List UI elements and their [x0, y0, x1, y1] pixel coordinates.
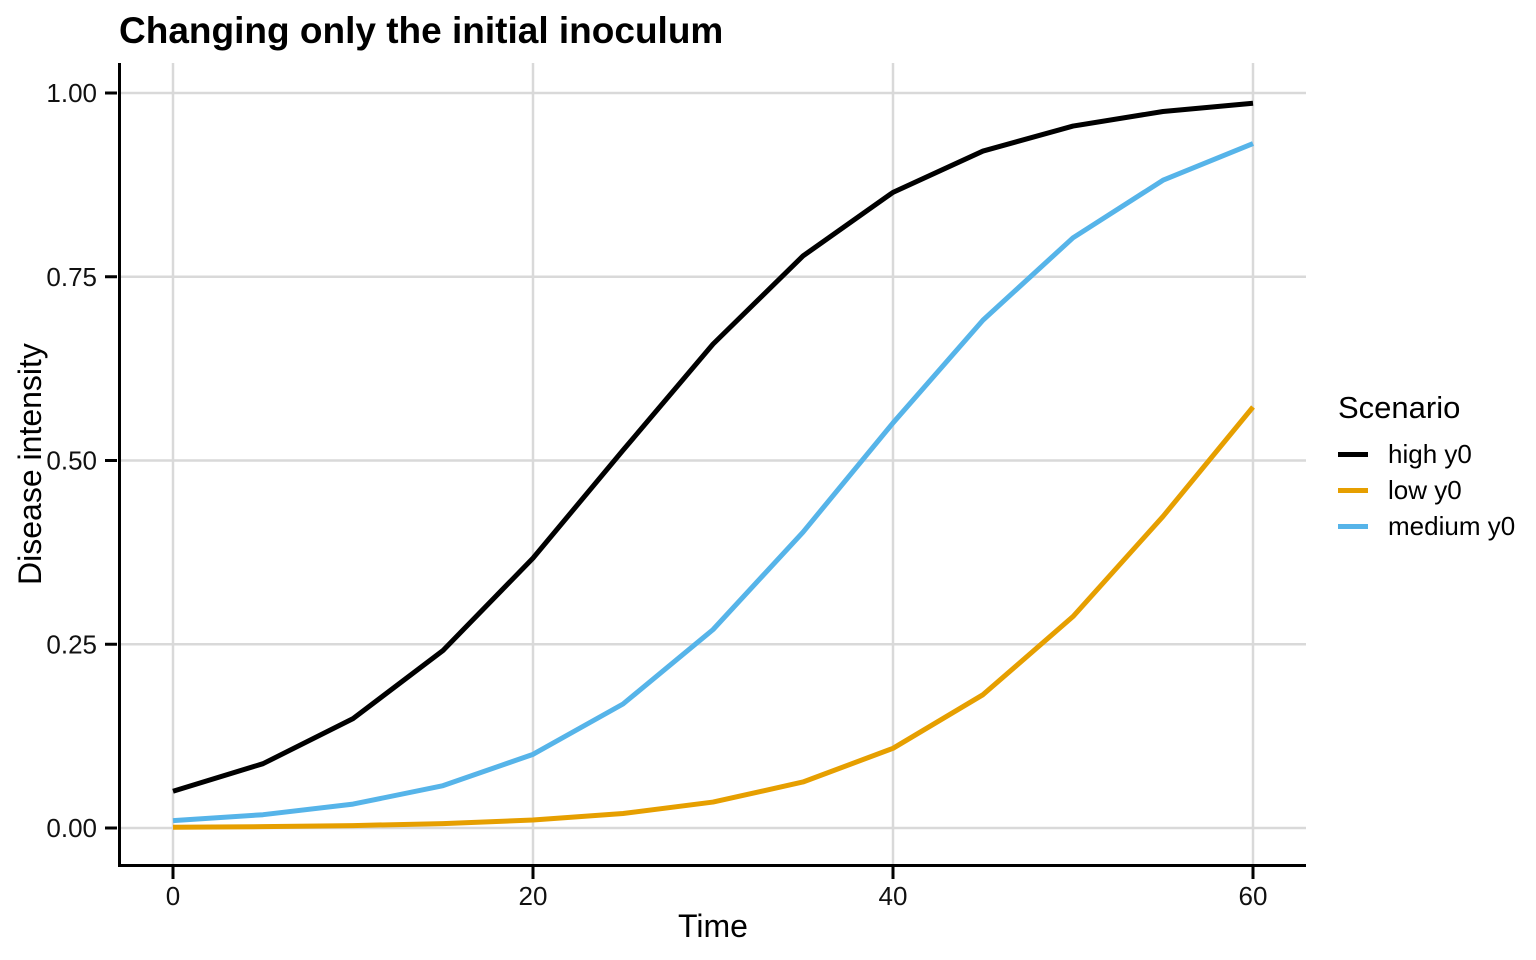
x-tick-label: 60	[1239, 881, 1268, 911]
chart-title: Changing only the initial inoculum	[119, 10, 724, 51]
legend-entry-label: medium y0	[1388, 510, 1516, 541]
legend-key-swatch	[1338, 451, 1368, 457]
y-tick-label: 0.75	[46, 262, 97, 292]
legend-entry-label: low y0	[1388, 474, 1462, 505]
series-line-high-y0	[172, 100, 1254, 794]
legend-title: Scenario	[1338, 390, 1461, 425]
legend-entry-label: high y0	[1388, 438, 1472, 469]
legend-entry: high y0	[1338, 436, 1515, 472]
y-axis-title: Disease intensity	[12, 343, 48, 585]
series-line-low-y0	[172, 405, 1255, 830]
legend: Scenario high y0 low y0 medium y0	[1338, 390, 1515, 544]
y-tick-label: 0.00	[46, 813, 97, 843]
x-tick-label: 40	[879, 881, 908, 911]
x-tick-label: 20	[519, 881, 548, 911]
x-axis-title: Time	[678, 908, 748, 944]
y-tick-label: 1.00	[46, 78, 97, 108]
x-tick-label: 0	[166, 881, 180, 911]
legend-entries: high y0 low y0 medium y0	[1338, 436, 1515, 544]
series-line-medium-y0	[172, 141, 1254, 824]
y-tick-label: 0.25	[46, 629, 97, 659]
legend-entry: low y0	[1338, 472, 1515, 508]
y-tick-label: 0.50	[46, 446, 97, 476]
legend-key-swatch	[1338, 523, 1368, 529]
legend-entry: medium y0	[1338, 508, 1515, 544]
legend-key-swatch	[1338, 487, 1368, 493]
